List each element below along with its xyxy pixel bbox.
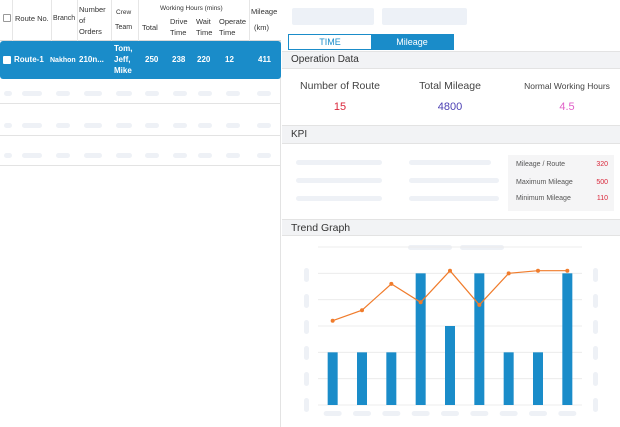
- header-crew-line2: Team: [115, 24, 133, 31]
- cell-total: 250: [145, 55, 159, 64]
- kpi-label-mileage-route: Mileage / Route: [516, 161, 566, 168]
- kpi-header: KPI: [282, 125, 620, 144]
- table-row-selected[interactable]: Route-1 Nakhon 210n... Tom, Jeff, Mike 2…: [0, 41, 281, 79]
- metric-label-mileage: Total Mileage: [419, 80, 481, 92]
- tab-time[interactable]: TIME: [289, 35, 371, 49]
- y-tick-placeholder: [593, 268, 598, 282]
- cell-operate: 12: [225, 55, 234, 64]
- chart-point: [477, 302, 482, 307]
- y-tick-placeholder: [593, 294, 598, 308]
- chart-bar: [503, 352, 514, 405]
- kpi-value-mileage-route: 320: [596, 161, 608, 168]
- y-tick-placeholder: [304, 294, 309, 308]
- chart-bar: [474, 273, 485, 405]
- cell-crew-line1: Tom,: [114, 44, 133, 53]
- x-tick-placeholder: [382, 411, 401, 416]
- kpi-box: Mileage / Route 320 Maximum Mileage 500 …: [508, 155, 614, 211]
- metric-value-mileage: 4800: [437, 101, 463, 113]
- chart-point: [506, 271, 511, 276]
- x-tick-placeholder: [499, 411, 518, 416]
- cell-branch: Nakhon: [50, 57, 76, 64]
- header-working-hours: Working Hours (mins): [160, 5, 223, 12]
- header-orders-line3: Orders: [79, 27, 102, 36]
- chart-point: [448, 268, 452, 273]
- chart-bar: [386, 352, 397, 405]
- header-mileage-line1: Mileage: [251, 7, 278, 16]
- header-total[interactable]: Total: [142, 23, 158, 32]
- table-row[interactable]: [0, 83, 281, 104]
- chart-bar: [562, 273, 573, 405]
- toolbar-placeholder-button[interactable]: [382, 8, 467, 25]
- y-tick-placeholder: [304, 372, 309, 386]
- chart-point: [330, 318, 335, 323]
- x-tick-placeholder: [529, 411, 547, 416]
- x-tick-placeholder: [558, 411, 577, 416]
- y-tick-placeholder: [304, 346, 309, 360]
- chart-bar: [357, 352, 367, 405]
- header-operate-line2: Time: [219, 28, 236, 37]
- chart-line: [332, 269, 568, 322]
- trend-chart: [304, 245, 598, 416]
- tab-mileage[interactable]: Mileage: [371, 35, 453, 49]
- y-tick-placeholder: [593, 372, 598, 386]
- metric-value-routes: 15: [333, 101, 347, 113]
- y-tick-placeholder: [593, 320, 598, 334]
- chart-bar: [445, 326, 455, 405]
- cell-wait: 220: [197, 55, 211, 64]
- chart-bar: [327, 352, 338, 405]
- header-orders-line2: of: [79, 16, 86, 25]
- row-checkbox[interactable]: [3, 56, 11, 64]
- cell-orders: 210n...: [79, 55, 104, 64]
- route-table: Route No. Branch Number of Orders Crew T…: [0, 0, 281, 427]
- header-drive-line2: Time: [170, 28, 187, 37]
- chart-bar: [415, 273, 426, 405]
- toolbar-placeholder-button[interactable]: [292, 8, 374, 25]
- table-row[interactable]: [0, 145, 281, 166]
- header-mileage-line2: (km): [254, 23, 269, 32]
- x-tick-placeholder: [323, 411, 342, 416]
- kpi-label-max-mileage: Maximum Mileage: [516, 179, 573, 186]
- y-tick-placeholder: [593, 346, 598, 360]
- view-tabs: TIME Mileage: [288, 34, 454, 50]
- x-tick-placeholder: [470, 411, 489, 416]
- cell-mileage: 411: [258, 55, 271, 64]
- metric-value-hours: 4.5: [559, 101, 575, 113]
- header-wait-line2: Time: [196, 28, 213, 37]
- chart-bar: [533, 352, 543, 405]
- y-tick-placeholder: [304, 398, 309, 412]
- header-crew-line1: Crew: [116, 9, 132, 16]
- x-tick-placeholder: [411, 411, 430, 416]
- y-tick-placeholder: [304, 320, 309, 334]
- table-row[interactable]: [0, 115, 281, 136]
- kpi-value-min-mileage: 110: [596, 195, 608, 202]
- details-panel: TIME Mileage Operation Data Number of Ro…: [282, 0, 620, 427]
- chart-point: [360, 308, 364, 313]
- chart-point: [389, 281, 394, 286]
- cell-crew-line3: Mike: [114, 66, 132, 75]
- metric-label-routes: Number of Route: [300, 80, 380, 92]
- x-tick-placeholder: [353, 411, 371, 416]
- y-tick-placeholder: [304, 268, 309, 282]
- trend-graph-header: Trend Graph: [282, 219, 620, 236]
- header-operate-line1: Operate: [219, 17, 247, 26]
- header-wait-line1: Wait: [196, 17, 211, 26]
- metric-label-hours: Normal Working Hours: [524, 81, 610, 91]
- x-tick-placeholder: [441, 411, 459, 416]
- header-route-no[interactable]: Route No.: [15, 14, 49, 23]
- cell-route: Route-1: [14, 55, 44, 64]
- header-branch[interactable]: Branch: [53, 15, 76, 22]
- chart-point: [565, 268, 570, 273]
- kpi-label-min-mileage: Minimum Mileage: [516, 195, 571, 202]
- operation-data-header: Operation Data: [282, 51, 620, 69]
- y-tick-placeholder: [593, 398, 598, 412]
- kpi-value-max-mileage: 500: [596, 179, 608, 186]
- cell-crew-line2: Jeff,: [114, 55, 131, 64]
- header-drive-line1: Drive: [170, 17, 188, 26]
- table-header: Route No. Branch Number of Orders Crew T…: [0, 0, 281, 41]
- header-orders-line1: Number: [79, 5, 106, 14]
- select-all-checkbox[interactable]: [3, 14, 11, 22]
- cell-drive: 238: [172, 55, 186, 64]
- chart-point: [418, 300, 423, 305]
- chart-point: [536, 268, 540, 273]
